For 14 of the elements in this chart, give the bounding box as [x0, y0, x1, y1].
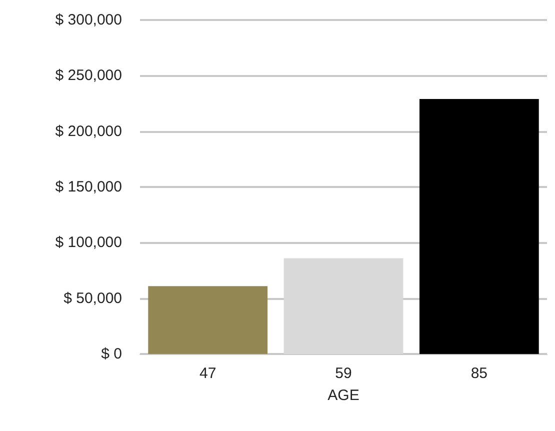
x-tick-label: 47	[199, 365, 216, 382]
bar	[419, 99, 539, 354]
x-tick-label: 85	[470, 365, 488, 382]
y-tick-label: $ 300,000	[55, 12, 122, 28]
bar	[284, 258, 404, 354]
x-axis-title: AGE	[328, 387, 360, 404]
y-tick-label: $ 150,000	[55, 178, 122, 196]
y-tick-label: $ 100,000	[55, 234, 122, 252]
y-tick-label: $ 50,000	[64, 290, 122, 307]
bar	[148, 286, 268, 354]
x-tick-label: 59	[335, 365, 352, 382]
y-tick-label: $ 200,000	[55, 122, 122, 140]
y-tick-label: $ 250,000	[55, 67, 122, 84]
y-tick-label: $ 0	[101, 346, 122, 362]
